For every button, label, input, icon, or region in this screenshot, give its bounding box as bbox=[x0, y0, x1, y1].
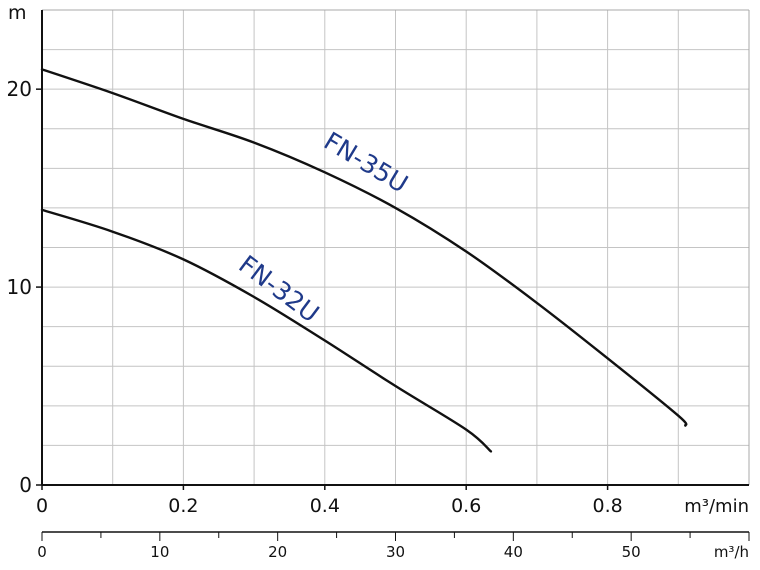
x2-tick-label: 0 bbox=[37, 543, 47, 561]
x-axis-label: m³/min bbox=[684, 496, 749, 517]
y-axis-label: m bbox=[8, 2, 27, 24]
series-line-fn-35u bbox=[40, 68, 688, 427]
x-tick-label: 0.8 bbox=[592, 495, 622, 517]
labels: 0 10 20 m 0 0.2 0.4 0.6 0.8 m³/min 0 10 20 30 40 50 m³/h… bbox=[7, 2, 749, 561]
x2-axis-label: m³/h bbox=[714, 543, 749, 561]
x2-tick-label: 30 bbox=[386, 543, 405, 561]
y-tick-label: 20 bbox=[7, 77, 32, 101]
series-line-fn-32u bbox=[40, 208, 493, 453]
x-tick-label: 0.4 bbox=[310, 495, 340, 517]
axes bbox=[36, 9, 750, 541]
x2-tick-label: 40 bbox=[504, 543, 523, 561]
y-tick-label: 10 bbox=[7, 275, 32, 299]
x-tick-label: 0 bbox=[36, 495, 48, 517]
series-label-fn-32u: FN-32U bbox=[233, 250, 324, 329]
x2-tick-label: 10 bbox=[150, 543, 169, 561]
x2-tick-label: 20 bbox=[268, 543, 287, 561]
series bbox=[40, 68, 688, 453]
grid bbox=[42, 10, 749, 485]
y-tick-label: 0 bbox=[19, 473, 32, 497]
series-label-fn-35u: FN-35U bbox=[319, 126, 413, 198]
x2-tick-label: 50 bbox=[622, 543, 641, 561]
x-tick-label: 0.2 bbox=[168, 495, 198, 517]
x-tick-label: 0.6 bbox=[451, 495, 481, 517]
